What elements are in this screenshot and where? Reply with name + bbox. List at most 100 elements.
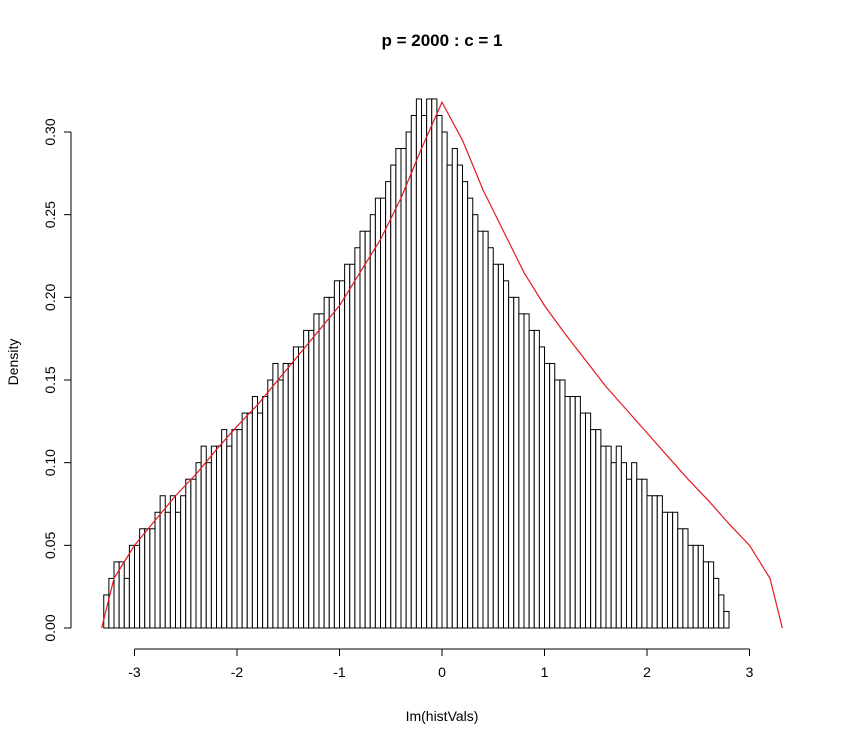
histogram-bar <box>677 528 684 629</box>
histogram-bar <box>441 131 448 629</box>
y-tick-label: 0.05 <box>42 531 58 558</box>
x-axis-label: Im(histVals) <box>406 708 479 724</box>
histogram-bar <box>595 429 602 629</box>
histogram-bar <box>339 280 346 629</box>
histogram-bar <box>554 379 561 629</box>
histogram-bar <box>257 412 264 629</box>
x-tick-label: -2 <box>231 664 244 680</box>
y-axis-label: Density <box>5 339 21 386</box>
histogram-bar <box>262 396 269 629</box>
histogram-bar <box>292 346 300 629</box>
histogram-bar <box>692 544 699 629</box>
histogram-bar <box>216 445 223 629</box>
histogram-bar <box>180 495 187 629</box>
histogram-bar <box>492 263 499 629</box>
density-curve <box>101 100 783 629</box>
chart-title: p = 2000 : c = 1 <box>382 31 503 50</box>
histogram-bar <box>620 462 628 629</box>
histogram-bar <box>656 495 663 629</box>
histogram-bar <box>313 313 320 629</box>
histogram-bar <box>185 478 192 629</box>
histogram-bar <box>456 164 464 629</box>
x-tick-label: 0 <box>438 664 446 680</box>
histogram-bar <box>513 296 520 629</box>
histogram-bar <box>605 445 612 629</box>
histogram-bar <box>533 329 540 629</box>
y-tick-label: 0.10 <box>42 449 58 476</box>
histogram-bar <box>385 181 392 629</box>
histogram-bar <box>231 429 238 629</box>
histogram-bar <box>405 131 412 629</box>
histogram-bar <box>333 280 341 629</box>
x-tick-label: 2 <box>643 664 651 680</box>
histogram-bar <box>446 164 453 629</box>
histogram-bar <box>426 98 433 629</box>
histogram-bar <box>364 230 371 629</box>
histogram-bar <box>134 544 141 629</box>
histogram-bar <box>467 197 474 629</box>
y-tick-label: 0.25 <box>42 201 58 228</box>
histogram-bar <box>344 263 351 629</box>
histogram-bar <box>431 98 438 629</box>
histogram-bar <box>518 313 525 629</box>
histogram-bar <box>477 230 484 629</box>
x-tick-label: 3 <box>746 664 754 680</box>
histogram-bar <box>687 544 694 629</box>
histogram-bar <box>298 346 305 629</box>
histogram-bar <box>139 528 146 629</box>
histogram-bar <box>713 577 720 629</box>
histogram-bar <box>462 181 469 629</box>
histogram-bar <box>661 511 669 629</box>
histogram-bar <box>159 495 166 629</box>
histogram-bar <box>503 280 510 629</box>
histogram-bar <box>651 495 658 629</box>
histogram-bar <box>672 511 679 629</box>
histogram-bar <box>697 544 704 629</box>
histogram-bar <box>667 511 674 629</box>
histogram-bar <box>528 329 535 629</box>
histogram-bar <box>646 495 653 629</box>
histogram-bar <box>585 412 592 629</box>
histogram-bar <box>369 214 376 629</box>
histogram-bar <box>149 528 156 629</box>
histogram-bar <box>544 362 551 629</box>
histogram-bar <box>226 445 233 629</box>
histogram-bar <box>415 98 423 629</box>
histogram-bar <box>287 362 294 629</box>
histogram-bar <box>144 528 151 629</box>
histogram-bar <box>251 396 259 629</box>
histogram-bar <box>590 429 597 629</box>
histogram-bar <box>564 396 571 629</box>
histogram-bar <box>723 610 730 629</box>
y-tick-label: 0.30 <box>42 118 58 145</box>
histogram-bar <box>574 396 581 629</box>
histogram-bar <box>631 462 638 629</box>
histogram-bar <box>282 362 289 629</box>
histogram-bar <box>108 577 115 629</box>
histogram-bar <box>487 247 494 629</box>
histogram-bar <box>626 478 633 629</box>
histogram-bar <box>702 561 710 629</box>
histogram-bar <box>497 263 505 629</box>
histogram-bar <box>682 528 689 629</box>
histogram-bar <box>175 511 182 629</box>
x-tick-label: -1 <box>333 664 346 680</box>
histogram-bar <box>523 313 530 629</box>
x-tick-label: -3 <box>128 664 141 680</box>
histogram-bar <box>421 114 428 629</box>
histogram-bar <box>390 164 397 629</box>
histogram-bar <box>400 148 407 629</box>
y-tick-label: 0.20 <box>42 284 58 311</box>
histogram-bar <box>241 412 248 629</box>
histogram-bar <box>380 197 387 629</box>
histogram-bar <box>636 478 643 629</box>
x-axis: -3 -2 -1 0 1 2 3 <box>128 648 754 680</box>
histogram-bar <box>641 478 648 629</box>
y-tick-label: 0.00 <box>42 614 58 641</box>
histogram-bar <box>482 230 489 629</box>
histogram-bar <box>118 561 125 629</box>
density-curve-line <box>101 100 783 629</box>
histogram-bar <box>451 148 458 629</box>
histogram-bar <box>718 594 725 629</box>
